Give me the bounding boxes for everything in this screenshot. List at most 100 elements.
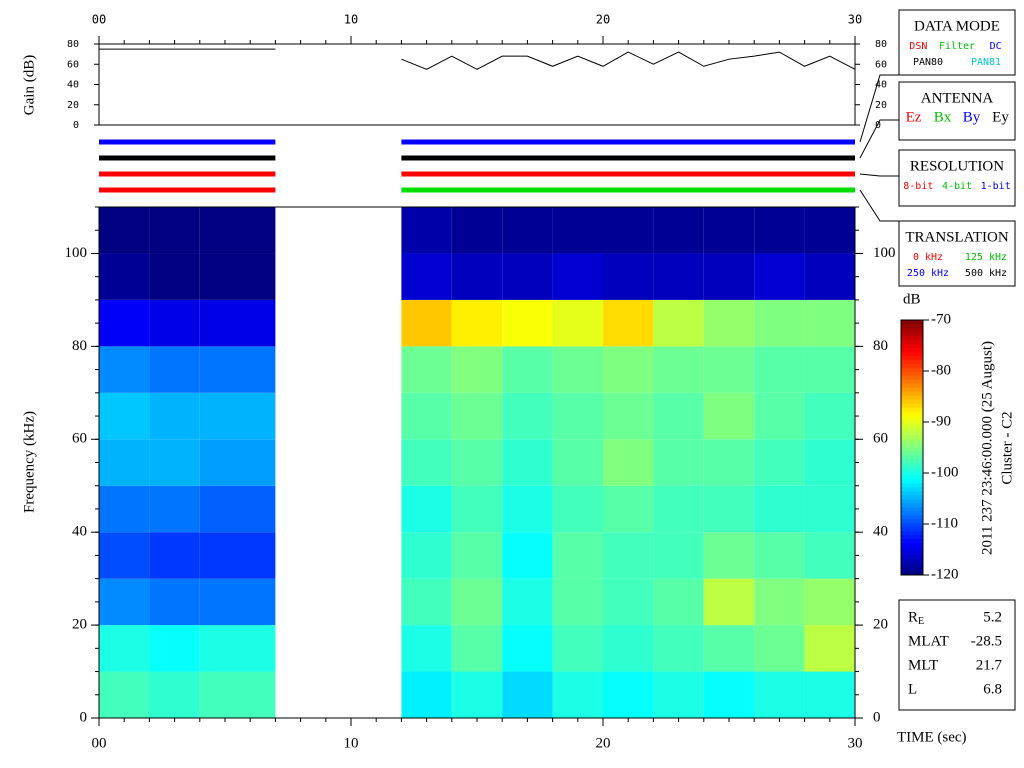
spectrogram-cell <box>451 299 503 347</box>
y-tick-label: 40 <box>873 524 888 540</box>
x-tick-label: 30 <box>848 13 862 27</box>
colorbar-swatch <box>901 327 923 333</box>
spectrogram-cell <box>199 532 276 579</box>
spectrogram-cell <box>804 625 855 672</box>
y-tick-label: 60 <box>875 59 887 70</box>
connectors <box>859 74 899 222</box>
spectrogram-cell <box>703 671 755 718</box>
panel-item: 250 kHz <box>907 268 949 279</box>
spectrogram-cell <box>603 578 654 626</box>
time-axis-label: TIME (sec) <box>897 729 967 745</box>
spectrogram-cell <box>99 625 150 672</box>
spectrogram-cell <box>804 207 855 254</box>
spectrogram-cell <box>199 439 276 486</box>
colorbar-swatch <box>901 399 923 405</box>
spectrogram-cell <box>199 346 276 393</box>
orbit-label: MLT <box>908 657 938 673</box>
x-tick-label: 10 <box>344 735 359 751</box>
colorbar-swatch <box>901 471 923 476</box>
spectrogram-cell <box>502 439 553 486</box>
orbit-value: 21.7 <box>976 657 1003 673</box>
colorbar-swatch <box>901 407 923 413</box>
spectrogram-cell <box>653 578 704 626</box>
spectrogram-cell <box>451 578 503 626</box>
spectrogram-cell <box>552 207 603 254</box>
colorbar-swatch <box>901 455 923 460</box>
colorbar-swatch <box>901 559 923 564</box>
colorbar-swatch <box>901 511 923 516</box>
spectrogram-cell <box>703 532 755 579</box>
orbit-label-sub: E <box>918 616 924 627</box>
colorbar-swatch <box>901 391 923 397</box>
colorbar-swatch <box>901 451 923 456</box>
spectrogram-cell <box>804 532 855 579</box>
gain-frame <box>98 43 856 126</box>
colorbar-swatch <box>901 539 923 544</box>
orbit-label: L <box>908 681 917 697</box>
panel-item: PAN81 <box>971 57 1001 68</box>
spectrogram-cell <box>703 346 755 393</box>
spectrogram-cell <box>552 439 603 486</box>
spectrogram-cell <box>99 532 150 579</box>
colorbar-swatch <box>901 375 923 381</box>
spectrogram-cell <box>552 253 603 300</box>
colorbar-swatch <box>901 459 923 464</box>
colorbar-swatch <box>901 359 923 365</box>
y-tick-label: 60 <box>873 431 888 447</box>
colorbar-swatch <box>901 419 923 425</box>
colorbar-swatch <box>901 535 923 540</box>
x-tick-label: 20 <box>596 13 610 27</box>
spectrogram-cell <box>451 625 503 672</box>
spectrogram-cell <box>804 253 855 300</box>
colorbar-swatch <box>901 415 923 421</box>
y-tick-label: 80 <box>72 338 87 354</box>
colorbar-swatch <box>901 543 923 548</box>
connector <box>859 173 899 177</box>
spectrogram-cell <box>502 485 553 533</box>
gain-axis-label: Gain (dB) <box>21 55 37 115</box>
colorbar-swatch <box>901 479 923 484</box>
spectrogram-cell <box>401 625 452 672</box>
spectrogram-cell <box>552 625 603 672</box>
spectrogram-cell <box>199 671 276 718</box>
panel-item: Bx <box>934 109 952 125</box>
y-tick-label: 20 <box>873 617 888 633</box>
spectrogram-cell <box>804 439 855 486</box>
colorbar-swatch <box>901 495 923 500</box>
spectrogram-cell <box>451 671 503 718</box>
colorbar-swatch <box>901 427 923 433</box>
spectrogram-cell <box>754 671 805 718</box>
y-tick-label: 100 <box>873 245 896 261</box>
spectrogram-cell <box>603 671 654 718</box>
spectrogram-cell <box>149 299 200 347</box>
colorbar-swatch <box>901 475 923 480</box>
spectrogram-cell <box>149 532 200 579</box>
spectrogram-cell <box>401 346 452 393</box>
x-tick-label: 00 <box>92 735 107 751</box>
spectrogram-cell <box>653 392 704 440</box>
spectrogram-cell <box>703 625 755 672</box>
spectrogram-cell <box>149 346 200 393</box>
spectrogram-cell <box>199 578 276 626</box>
spectrogram-cell <box>199 485 276 533</box>
orbit-value: 6.8 <box>983 681 1002 697</box>
spectrogram-cell <box>99 392 150 440</box>
spectrogram-cell <box>754 346 805 393</box>
colorbar-swatch <box>901 571 923 576</box>
y-tick-label: 100 <box>65 245 88 261</box>
colorbar-tick-label: -80 <box>931 362 951 378</box>
colorbar-swatch <box>901 467 923 472</box>
colorbar-swatch <box>901 435 923 441</box>
spectrogram-cell <box>703 253 755 300</box>
spectrogram-cell <box>804 299 855 347</box>
spectrogram-cell <box>451 346 503 393</box>
x-tick-label: 30 <box>848 735 863 751</box>
spectrogram-cell <box>401 207 452 254</box>
x-tick-label: 00 <box>92 13 106 27</box>
spectrogram-cell <box>754 485 805 533</box>
spectrogram-cell <box>703 578 755 626</box>
colorbar-swatch <box>901 555 923 560</box>
panel-item: By <box>963 109 981 125</box>
spectrogram-cell <box>502 346 553 393</box>
gain-line <box>401 51 856 70</box>
